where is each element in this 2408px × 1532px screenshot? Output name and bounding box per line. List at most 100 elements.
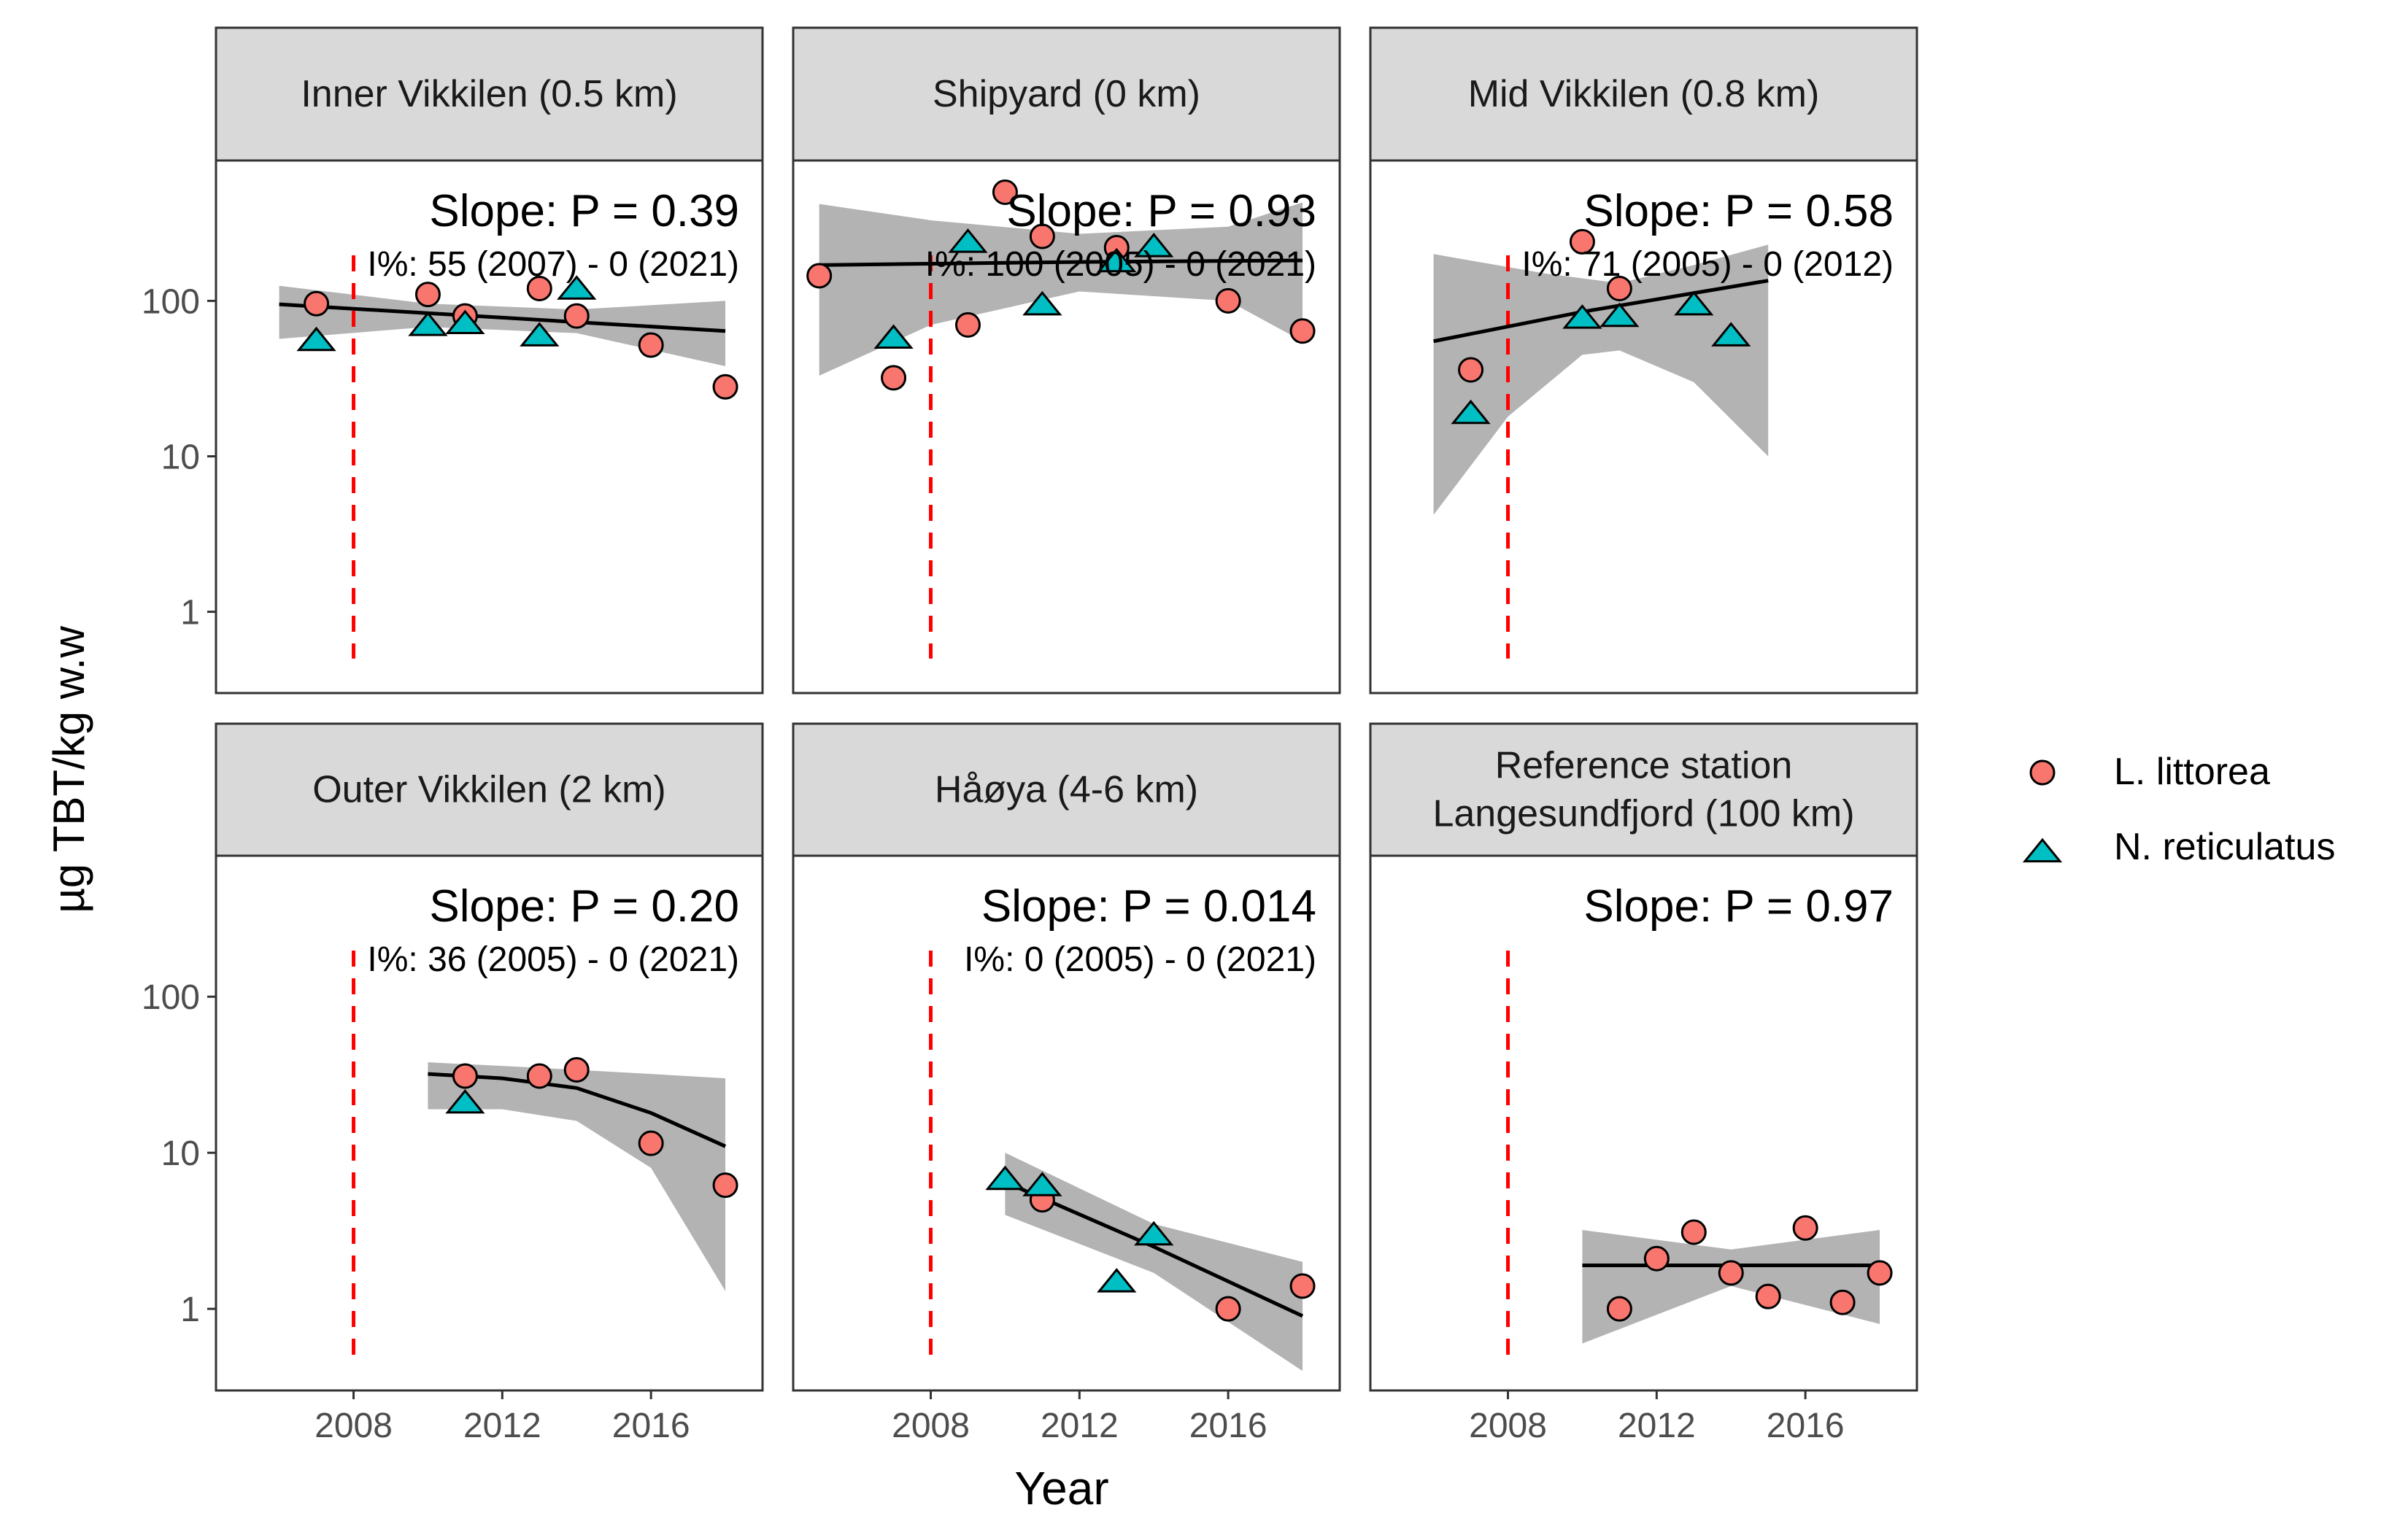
panel-border	[792, 854, 1341, 1392]
data-point-reticulatus	[1134, 233, 1174, 258]
facet-panel: Håøya (4-6 km) Slope: P = 0.014 I%: 0 (200…	[792, 722, 1341, 1445]
data-point-littorea	[806, 263, 833, 289]
x-tick-label: 2008	[892, 1407, 970, 1445]
data-point-littorea	[1289, 1273, 1316, 1299]
data-point-littorea	[563, 1056, 590, 1083]
data-point-littorea	[1215, 287, 1241, 314]
facet-panels: Inner Vikkilen (0.5 km) Slope: P = 0.39 I%…	[142, 26, 1918, 1445]
slope-annotation: Slope: P = 0.93	[1006, 186, 1316, 236]
slope-annotation: Slope: P = 0.014	[981, 881, 1316, 932]
data-point-littorea	[414, 282, 441, 308]
confidence-ribbon	[819, 202, 1303, 376]
slope-annotation: Slope: P = 0.97	[1583, 881, 1894, 932]
data-point-reticulatus	[1022, 290, 1062, 316]
panel-border	[1369, 854, 1918, 1392]
data-point-littorea	[452, 1063, 478, 1089]
y-axis-title: µg TBT/kg w.w	[45, 626, 93, 913]
facet-panel: Shipyard (0 km) Slope: P = 0.93 I%: 100 (2…	[792, 26, 1341, 695]
y-tick-label: 100	[142, 282, 200, 321]
data-point-littorea	[992, 179, 1018, 205]
data-point-reticulatus	[445, 309, 485, 335]
data-point-reticulatus	[1711, 322, 1751, 347]
y-tick-label: 10	[161, 438, 200, 477]
facet-panel: Reference station Langesundfjord (100 km)…	[1369, 722, 1918, 1445]
data-point-reticulatus	[1562, 304, 1602, 329]
data-point-reticulatus	[1134, 1220, 1174, 1246]
legend: L. littorea N. reticulatus	[2022, 751, 2335, 868]
y-tick-label: 100	[142, 978, 200, 1017]
data-point-littorea	[1606, 1296, 1632, 1322]
panel-border	[215, 159, 764, 695]
facet-title: Outer Vikkilen (2 km)	[312, 769, 666, 811]
y-tick-label: 10	[161, 1134, 200, 1173]
slope-annotation: Slope: P = 0.39	[429, 186, 739, 236]
impo-annotation: I%: 0 (2005) - 0 (2021)	[964, 940, 1316, 979]
data-point-littorea	[526, 276, 552, 302]
panel-border	[1369, 159, 1918, 695]
data-point-reticulatus	[1674, 290, 1714, 316]
data-point-reticulatus	[557, 275, 597, 300]
x-tick-label: 2012	[1041, 1407, 1119, 1445]
data-point-reticulatus	[948, 228, 988, 253]
legend-label-reticulatus: N. reticulatus	[2114, 826, 2335, 868]
data-point-littorea	[563, 303, 590, 329]
x-tick-label: 2016	[612, 1407, 690, 1445]
confidence-ribbon	[428, 1062, 726, 1291]
data-point-littorea	[954, 312, 981, 338]
data-point-littorea	[1755, 1283, 1781, 1309]
panel-border	[792, 159, 1341, 695]
x-tick-label: 2012	[463, 1407, 541, 1445]
data-point-reticulatus	[1451, 399, 1491, 425]
data-point-reticulatus	[296, 326, 336, 352]
data-point-littorea	[1829, 1289, 1856, 1315]
data-point-reticulatus	[1097, 247, 1137, 273]
x-tick-label: 2008	[314, 1407, 393, 1445]
data-point-littorea	[1215, 1296, 1241, 1322]
facet-panel: Inner Vikkilen (0.5 km) Slope: P = 0.39 I%…	[142, 26, 764, 695]
facet-strip	[1369, 722, 1918, 857]
legend-key-reticulatus	[2022, 837, 2063, 863]
slope-annotation: Slope: P = 0.20	[429, 881, 739, 932]
data-point-littorea	[1867, 1260, 1893, 1286]
data-point-reticulatus	[1022, 1172, 1062, 1196]
y-tick-label: 1	[180, 594, 200, 632]
facet-panel: Outer Vikkilen (2 km) Slope: P = 0.20 I%: …	[142, 722, 764, 1445]
data-point-littorea	[1606, 276, 1632, 302]
facet-title: Langesundfjord (100 km)	[1432, 793, 1854, 835]
x-tick-label: 2012	[1618, 1407, 1696, 1445]
legend-label-littorea: L. littorea	[2114, 751, 2270, 793]
data-point-littorea	[1680, 1219, 1707, 1245]
data-point-littorea	[1718, 1260, 1744, 1286]
data-point-littorea	[712, 374, 738, 400]
impo-annotation: I%: 100 (2005) - 0 (2021)	[925, 245, 1316, 284]
data-point-littorea	[881, 365, 907, 391]
impo-annotation: I%: 55 (2007) - 0 (2021)	[367, 245, 739, 284]
data-point-reticulatus	[873, 324, 914, 349]
data-point-littorea	[1792, 1215, 1818, 1241]
x-tick-label: 2016	[1767, 1407, 1845, 1445]
trend-line	[819, 258, 1303, 267]
impo-annotation: I%: 36 (2005) - 0 (2021)	[367, 940, 739, 979]
data-point-littorea	[1029, 223, 1055, 249]
impo-annotation: I%: 71 (2005) - 0 (2012)	[1521, 245, 1894, 284]
data-point-littorea	[1458, 357, 1484, 383]
trend-line	[1004, 1180, 1304, 1318]
y-tick-label: 1	[180, 1291, 200, 1329]
data-point-littorea	[1289, 318, 1316, 344]
x-tick-label: 2016	[1189, 1407, 1267, 1445]
x-axis-title: Year	[1014, 1462, 1108, 1514]
facet-strip	[215, 26, 764, 162]
facet-title: Shipyard (0 km)	[933, 73, 1200, 115]
facet-title: Mid Vikkilen (0.8 km)	[1468, 73, 1820, 115]
x-tick-label: 2008	[1469, 1407, 1547, 1445]
data-point-littorea	[1569, 228, 1595, 255]
facet-title: Inner Vikkilen (0.5 km)	[301, 73, 677, 115]
data-point-reticulatus	[520, 322, 560, 347]
data-point-reticulatus	[1599, 302, 1640, 328]
facet-strip	[1369, 26, 1918, 162]
confidence-ribbon	[279, 285, 726, 366]
data-point-reticulatus	[408, 312, 448, 336]
facet-strip	[792, 722, 1341, 857]
data-point-littorea	[638, 332, 664, 358]
